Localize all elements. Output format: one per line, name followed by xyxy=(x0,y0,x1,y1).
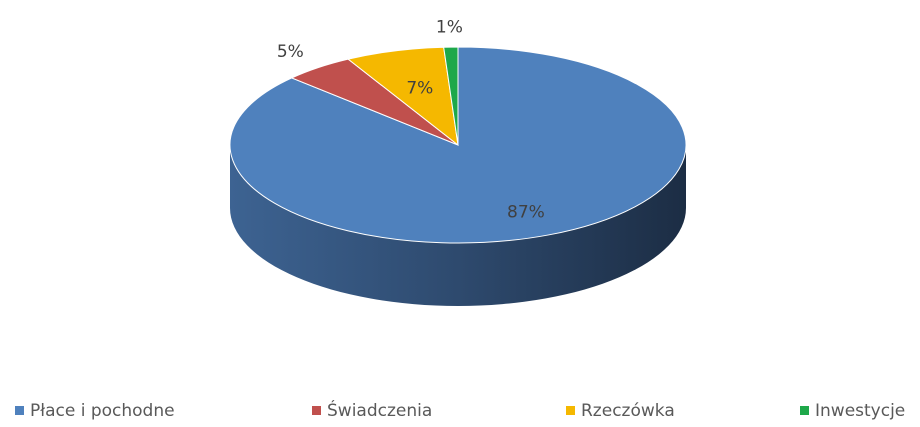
legend-swatch xyxy=(15,406,24,415)
legend-swatch xyxy=(800,406,809,415)
data-label: 1% xyxy=(436,17,463,37)
data-label: 7% xyxy=(406,79,433,99)
legend-swatch xyxy=(312,406,321,415)
legend-label: Rzeczówka xyxy=(581,401,675,421)
data-label: 87% xyxy=(507,202,545,222)
data-label: 5% xyxy=(277,42,304,62)
pie-side xyxy=(230,145,686,306)
pie-slice xyxy=(229,46,687,244)
legend-label: Płace i pochodne xyxy=(30,401,175,421)
legend-label: Świadczenia xyxy=(327,399,432,421)
legend-label: Inwestycje xyxy=(815,401,905,421)
legend-swatch xyxy=(566,406,575,415)
pie-slice xyxy=(443,46,459,146)
